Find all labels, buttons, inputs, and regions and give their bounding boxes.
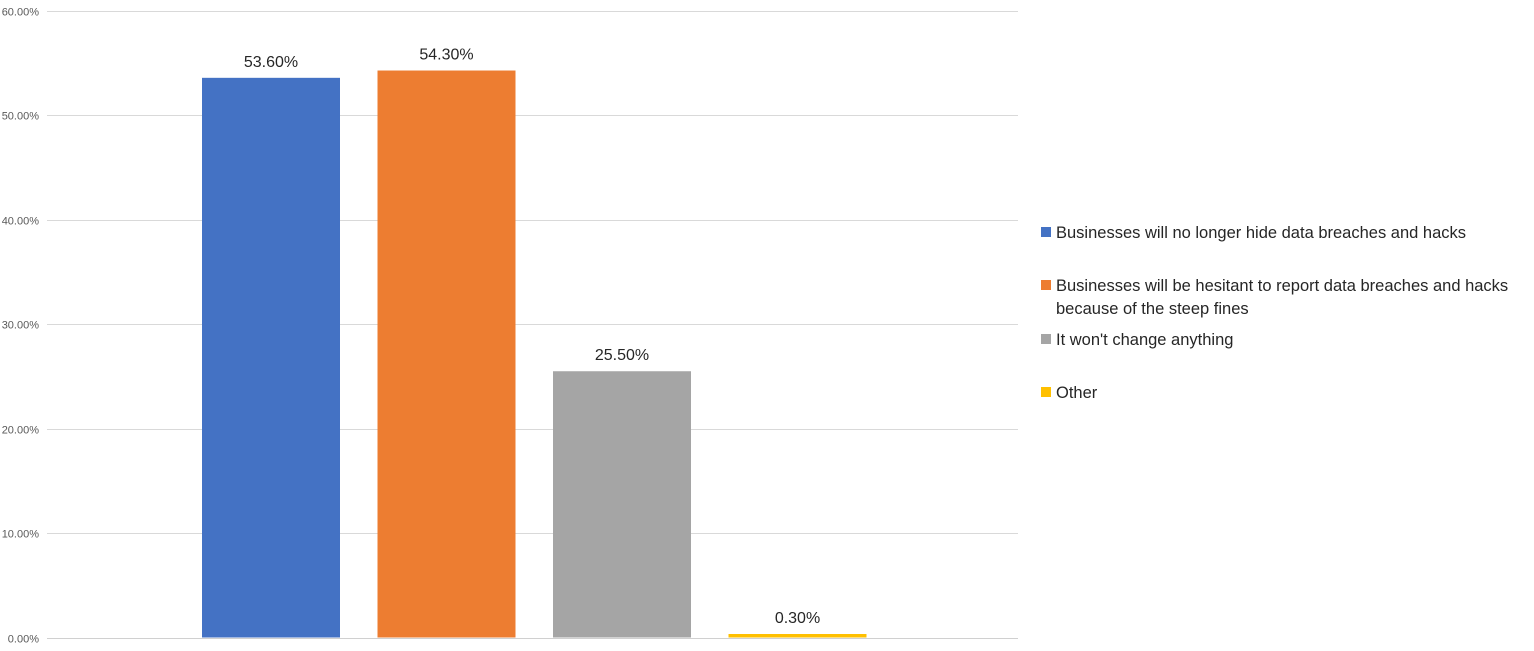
legend-label: Businesses will no longer hide data brea… — [1056, 224, 1467, 242]
bar — [377, 70, 516, 638]
legend-item-wont-change: It won't change anything — [1041, 329, 1531, 352]
legend-item-hesitant-to-report: Businesses will be hesitant to report da… — [1041, 275, 1531, 321]
legend-label: It won't change anything — [1056, 331, 1234, 349]
bars — [202, 70, 867, 638]
y-tick-label: 20.00% — [2, 425, 40, 437]
bar — [728, 634, 867, 638]
legend-item-other: Other — [1041, 382, 1531, 405]
y-tick-label: 50.00% — [2, 111, 40, 123]
legend-label: Other — [1056, 384, 1098, 402]
y-tick-label: 40.00% — [2, 216, 40, 228]
legend: Businesses will no longer hide data brea… — [1041, 0, 1531, 651]
legend-label: Businesses will be hesitant to report da… — [1056, 277, 1509, 318]
data-labels: 53.60% 54.30% 25.50% 0.30% — [244, 47, 820, 627]
y-tick-label: 30.00% — [2, 320, 40, 332]
legend-swatch — [1041, 387, 1051, 397]
y-tick-label: 0.00% — [8, 634, 39, 646]
gridlines — [47, 11, 1018, 639]
bar — [202, 77, 340, 638]
bar — [553, 371, 691, 638]
data-label: 53.60% — [244, 54, 298, 71]
data-label: 25.50% — [595, 347, 649, 364]
legend-swatch — [1041, 280, 1051, 290]
y-tick-label: 60.00% — [2, 7, 40, 19]
legend-swatch — [1041, 227, 1051, 237]
legend-item-no-longer-hide: Businesses will no longer hide data brea… — [1041, 222, 1531, 245]
legend-swatch — [1041, 334, 1051, 344]
y-axis-tick-labels: 0.00% 10.00% 20.00% 30.00% 40.00% 50.00% 60.00… — [2, 7, 40, 646]
y-tick-label: 10.00% — [2, 529, 40, 541]
data-label: 0.30% — [775, 610, 820, 627]
data-label: 54.30% — [419, 47, 473, 64]
bar-chart: 0.00% 10.00% 20.00% 30.00% 40.00% 50.00% 60.00… — [2, 7, 1018, 646]
